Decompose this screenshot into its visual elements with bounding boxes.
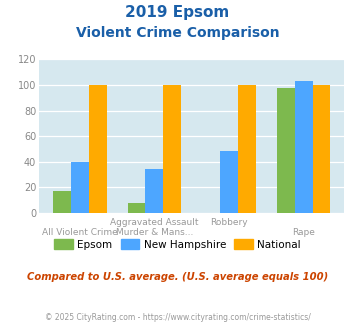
Text: Murder & Mans...: Murder & Mans... <box>116 228 193 237</box>
Bar <box>127 203 146 213</box>
Bar <box>71 162 89 213</box>
Bar <box>146 169 163 213</box>
Text: Compared to U.S. average. (U.S. average equals 100): Compared to U.S. average. (U.S. average … <box>27 272 328 282</box>
Bar <box>53 191 71 213</box>
Bar <box>163 85 181 213</box>
Legend: Epsom, New Hampshire, National: Epsom, New Hampshire, National <box>50 235 305 254</box>
Text: 2019 Epsom: 2019 Epsom <box>125 5 230 20</box>
Bar <box>277 87 295 213</box>
Bar <box>295 81 312 213</box>
Bar <box>89 85 106 213</box>
Bar <box>312 85 331 213</box>
Text: Aggravated Assault: Aggravated Assault <box>110 218 199 227</box>
Text: Rape: Rape <box>292 228 315 237</box>
Text: Robbery: Robbery <box>210 218 248 227</box>
Text: Violent Crime Comparison: Violent Crime Comparison <box>76 26 279 40</box>
Text: © 2025 CityRating.com - https://www.cityrating.com/crime-statistics/: © 2025 CityRating.com - https://www.city… <box>45 313 310 322</box>
Bar <box>220 151 238 213</box>
Text: All Violent Crime: All Violent Crime <box>42 228 118 237</box>
Bar <box>238 85 256 213</box>
